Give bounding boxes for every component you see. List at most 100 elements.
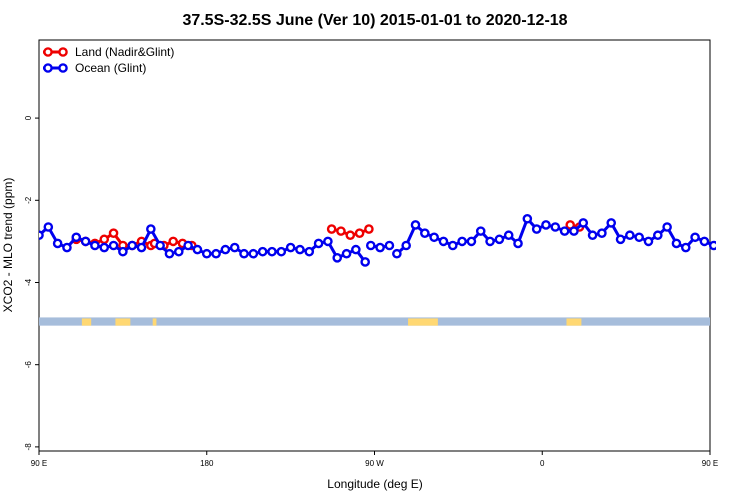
series-0-point-2-3 <box>354 228 365 238</box>
series-1-point-2-14 <box>522 213 533 224</box>
series-1-point-0-13 <box>155 240 165 251</box>
series-1-point-0-26 <box>276 246 287 257</box>
series-1-point-2-37 <box>738 250 745 257</box>
series-1-point-2-8 <box>466 236 477 247</box>
series-0-point-2-0 <box>326 224 337 234</box>
series-1-point-0-22 <box>239 248 249 259</box>
series-1-point-0-31 <box>323 236 333 247</box>
legend: Land (Nadir&Glint) Ocean (Glint) <box>43 45 174 75</box>
x-tick-label-0: 90 E <box>31 459 47 468</box>
y-tick-label-2: -4 <box>24 278 33 286</box>
series-1-point-0-12 <box>146 224 156 234</box>
x-axis: 90 E 180 90 W 0 90 E <box>31 451 718 468</box>
series-1-point-0-15 <box>173 246 184 257</box>
x-tick-label-2: 90 W <box>365 459 384 468</box>
land-patch-3 <box>408 318 438 326</box>
series-1-point-2-6 <box>447 240 458 251</box>
legend-marker-end-1 <box>58 63 68 73</box>
series-1-point-2-18 <box>559 226 570 236</box>
series-1-point-0-20 <box>220 244 231 255</box>
series-1-point-2-1 <box>401 240 411 251</box>
series-1-point-1-2 <box>384 240 395 251</box>
series-1-point-0-6 <box>90 240 100 251</box>
series-1-point-0-9 <box>118 246 128 257</box>
series-1-point-2-32 <box>690 232 700 243</box>
series-1-point-2-7 <box>457 236 467 247</box>
series-1-point-2-28 <box>653 230 663 241</box>
series-1 <box>39 213 745 267</box>
series-1-point-0-33 <box>341 248 352 259</box>
series-1-point-0-19 <box>211 248 221 259</box>
series-1-point-2-4 <box>429 232 439 243</box>
series-1-point-2-9 <box>475 226 486 236</box>
series-1-point-0-32 <box>332 253 343 263</box>
series-1-point-0-10 <box>127 240 137 251</box>
series-1-point-2-33 <box>699 236 710 247</box>
land-patch-0 <box>81 318 92 326</box>
series-1-point-2-17 <box>550 222 561 232</box>
series-1-point-0-34 <box>351 244 361 255</box>
series-1-point-2-21 <box>587 230 598 241</box>
land-ocean-mask <box>39 317 710 326</box>
series-1-point-2-27 <box>643 236 654 247</box>
series-1-point-0-2 <box>52 238 63 249</box>
y-tick-label-4: -8 <box>24 443 33 451</box>
legend-label-1: Ocean (Glint) <box>75 61 146 75</box>
series-1-point-0-23 <box>248 248 259 259</box>
series-1-point-0-21 <box>229 242 240 253</box>
ocean-band <box>39 317 710 326</box>
series-1-point-0-1 <box>43 222 54 232</box>
series-1-point-0-25 <box>267 246 277 257</box>
land-patch-1 <box>115 318 131 326</box>
series-1-point-2-23 <box>606 218 617 228</box>
series-1-point-2-5 <box>438 236 449 247</box>
x-tick-label-3: 0 <box>540 459 545 468</box>
series-1-point-2-26 <box>634 232 644 243</box>
series-1-point-2-29 <box>662 222 672 232</box>
chart-title: 37.5S-32.5S June (Ver 10) 2015-01-01 to … <box>182 12 567 29</box>
series-1-point-0-5 <box>80 236 91 247</box>
series-1-point-0-8 <box>108 240 119 251</box>
series-1-point-2-11 <box>494 234 505 245</box>
series-1-point-2-35 <box>719 244 726 251</box>
y-tick-label-0: 0 <box>24 115 33 120</box>
series-1-point-0-3 <box>62 242 72 253</box>
series-1-point-2-10 <box>485 236 495 247</box>
series-1-point-0-30 <box>313 238 324 249</box>
series-1-point-2-3 <box>420 228 430 238</box>
series-1-point-0-7 <box>99 242 110 253</box>
series-1-point-2-31 <box>680 242 691 253</box>
series-1-point-0-11 <box>136 242 147 253</box>
series-1-point-2-36 <box>729 240 736 247</box>
series-1-point-0-18 <box>201 248 212 259</box>
series-1-point-2-13 <box>513 238 523 249</box>
series-1-point-2-25 <box>625 230 635 241</box>
series-0-point-0-3 <box>99 234 110 245</box>
series-1-point-0-16 <box>183 240 193 251</box>
legend-marker-0 <box>43 47 53 57</box>
x-tick-label-1: 180 <box>200 459 214 468</box>
series-1-point-0-29 <box>304 246 315 257</box>
series-1-point-2-34 <box>708 240 716 251</box>
series-1-point-2-30 <box>671 238 682 249</box>
series-1-point-0-28 <box>295 244 305 255</box>
y-axis-label: XCO2 - MLO trend (ppm) <box>1 178 15 313</box>
series-1-point-2-19 <box>569 226 579 236</box>
series-1-point-0-17 <box>192 244 203 255</box>
series-1-point-1-0 <box>365 240 376 251</box>
series-1-point-2-12 <box>503 230 514 241</box>
y-axis: 0 -2 -4 -6 -8 <box>24 115 39 450</box>
series-0-point-0-4 <box>108 228 119 238</box>
series-1-point-0-14 <box>164 248 175 259</box>
series-1-point-0-0 <box>39 230 44 241</box>
series-1-point-2-20 <box>578 218 589 228</box>
legend-marker-1 <box>43 63 53 73</box>
land-patch-4 <box>566 318 582 326</box>
y-tick-label-3: -6 <box>24 361 33 369</box>
x-axis-label: Longitude (deg E) <box>327 477 422 491</box>
x-tick-label-4: 90 E <box>702 459 718 468</box>
legend-marker-end-0 <box>58 47 68 57</box>
series-0-point-1-2 <box>168 236 178 247</box>
series-0-point-2-1 <box>336 226 346 236</box>
